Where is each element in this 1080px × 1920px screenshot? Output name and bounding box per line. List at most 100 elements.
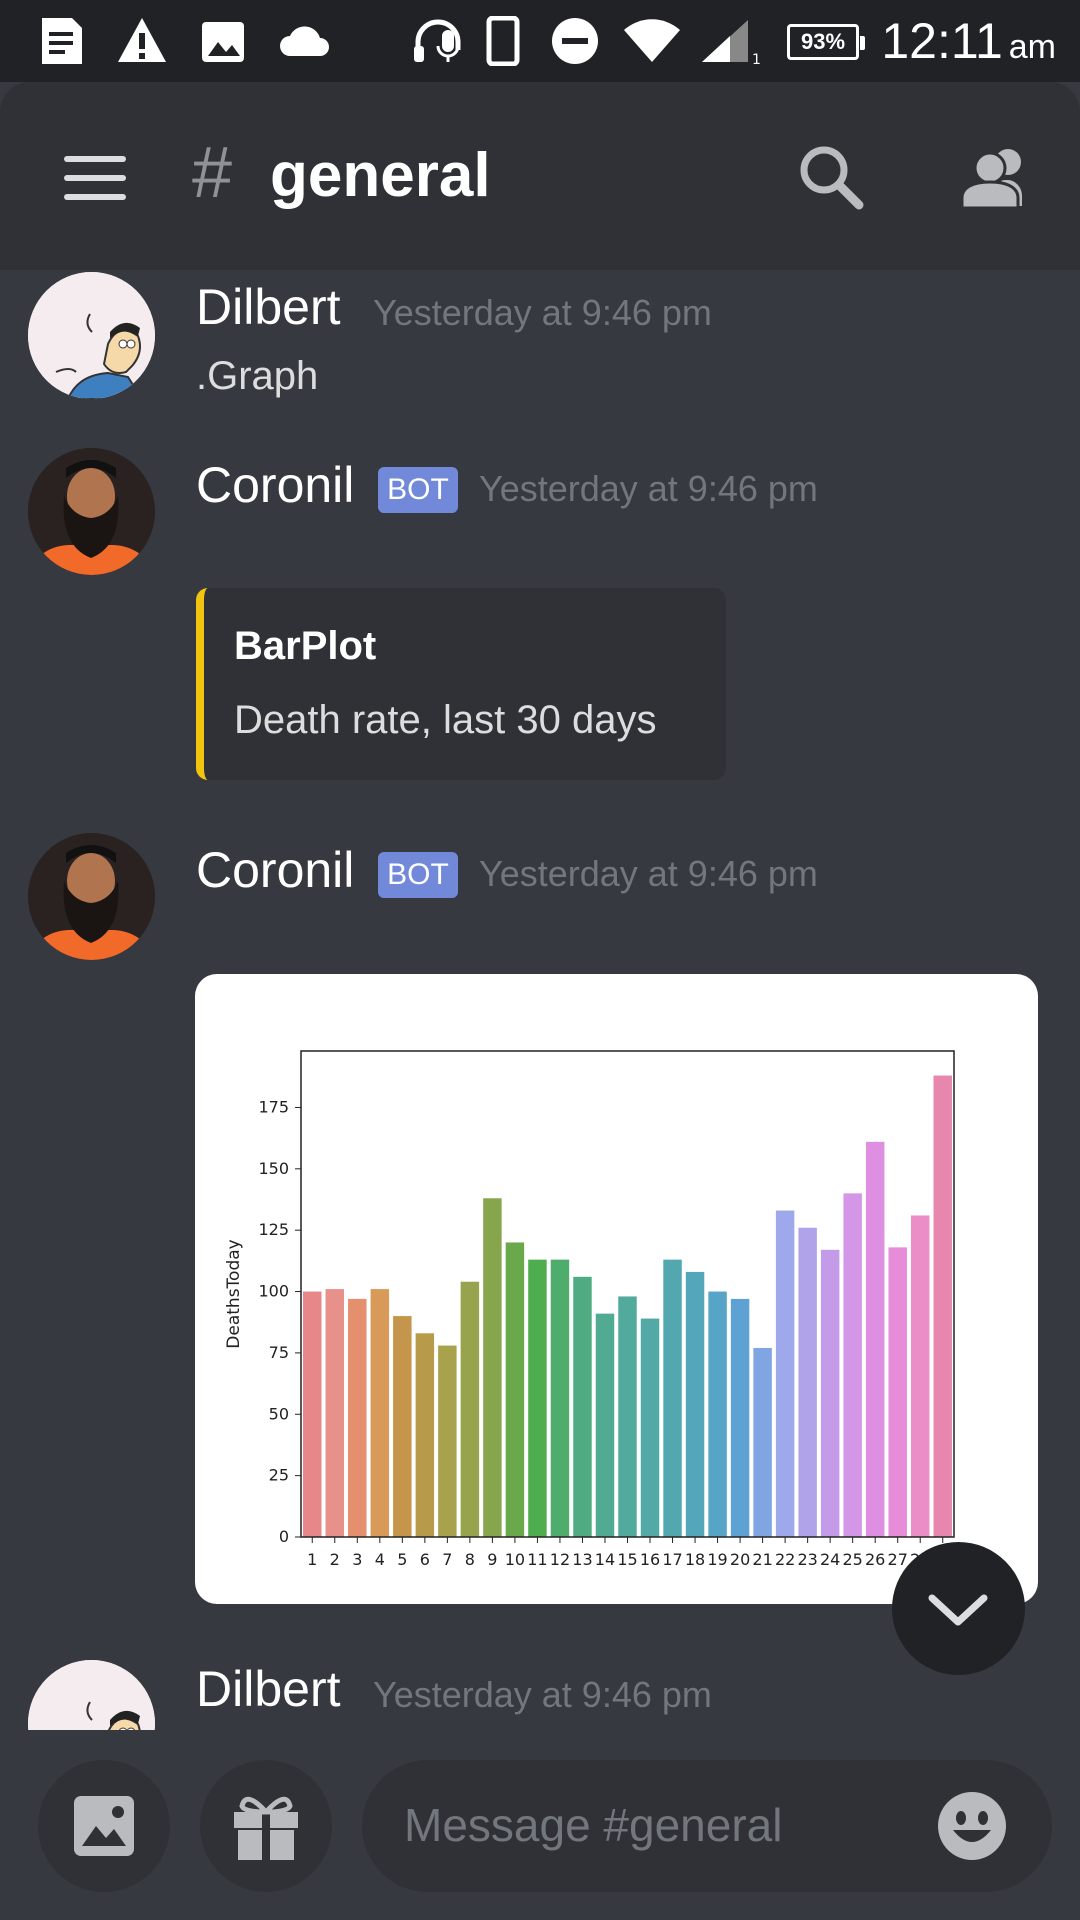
x-tick-label: 15 (617, 1550, 637, 1569)
bot-badge: BOT (378, 467, 458, 513)
wifi-icon (624, 19, 680, 62)
chart-bar (910, 1215, 930, 1537)
cloud-icon (280, 26, 329, 56)
y-tick-label: 75 (269, 1343, 289, 1362)
y-tick-label: 175 (258, 1097, 289, 1116)
attached-image[interactable]: 1 2 3 4 5 6 7 8 9 10 11 12 13 14 15 16 17 18 19 20 21 22 23 24 2… (195, 974, 1038, 1604)
chart-bar (415, 1333, 435, 1537)
members-icon[interactable] (956, 136, 1040, 220)
message-text: .Graph (196, 354, 319, 398)
avatar-dilbert[interactable] (28, 1660, 155, 1730)
y-tick-label: 125 (258, 1220, 289, 1239)
emoji-icon[interactable] (936, 1790, 1008, 1862)
bar-chart: 1 2 3 4 5 6 7 8 9 10 11 12 13 14 15 16 17 18 19 20 21 22 23 24 2… (224, 1050, 955, 1569)
timestamp: Yesterday at 9:46 pm (373, 292, 712, 333)
x-tick-label: 22 (775, 1550, 795, 1569)
x-tick-label: 11 (527, 1550, 547, 1569)
y-axis-label: DeathsToday (224, 1239, 244, 1348)
menu-icon[interactable] (64, 156, 126, 200)
chart-bar (663, 1259, 682, 1537)
x-tick-label: 17 (662, 1550, 682, 1569)
image-icon (74, 1796, 134, 1856)
chart-bar (618, 1296, 637, 1537)
x-tick-label: 25 (842, 1550, 862, 1569)
x-tick-label: 14 (595, 1550, 615, 1569)
x-tick-label: 9 (487, 1550, 497, 1569)
y-tick-label: 150 (258, 1159, 289, 1178)
chart-bar (888, 1247, 907, 1537)
clock: 12:11 am (881, 12, 1056, 70)
avatar-dilbert[interactable] (28, 272, 155, 399)
jump-to-present-button[interactable] (892, 1542, 1025, 1675)
chart-bar (753, 1348, 772, 1537)
phone-icon (486, 16, 520, 66)
chart-bar (685, 1271, 705, 1537)
avatar-coronil[interactable] (28, 833, 155, 960)
channel-header: # general (0, 82, 1080, 270)
timestamp: Yesterday at 9:46 pm (479, 853, 818, 894)
gift-button[interactable] (200, 1760, 332, 1892)
chart-bar (550, 1259, 570, 1537)
clock-ampm: am (1008, 28, 1056, 66)
timestamp: Yesterday at 9:46 pm (479, 468, 818, 509)
y-tick-label: 50 (269, 1404, 289, 1423)
x-tick-label: 7 (442, 1550, 452, 1569)
chart-bar (573, 1276, 592, 1537)
author-name[interactable]: Dilbert (196, 1661, 341, 1717)
chart-bar (708, 1291, 727, 1537)
author-name[interactable]: Dilbert (196, 279, 341, 335)
avatar-coronil[interactable] (28, 448, 155, 575)
x-tick-label: 24 (820, 1550, 840, 1569)
attach-image-button[interactable] (38, 1760, 170, 1892)
battery-indicator: 93% (787, 24, 865, 60)
chart-bar (528, 1259, 547, 1537)
x-tick-label: 16 (640, 1550, 660, 1569)
dnd-icon (552, 18, 598, 64)
x-tick-label: 27 (888, 1550, 908, 1569)
x-tick-label: 3 (352, 1550, 362, 1569)
y-tick-label: 25 (269, 1466, 289, 1485)
chart-bar (640, 1318, 660, 1537)
search-icon[interactable] (790, 136, 874, 220)
chart-bar (370, 1289, 390, 1537)
x-tick-label: 12 (550, 1550, 570, 1569)
chart-bar (393, 1316, 412, 1537)
plot-frame (300, 1050, 955, 1538)
timestamp: Yesterday at 9:46 pm (373, 1674, 712, 1715)
author-name[interactable]: Coronil (196, 842, 355, 898)
channel-name: general (270, 141, 491, 210)
x-tick-label: 23 (797, 1550, 817, 1569)
embed-title: BarPlot (234, 624, 377, 668)
svg-text:1: 1 (752, 52, 761, 66)
headset-icon (414, 19, 461, 62)
clock-time: 12:11 (881, 13, 1003, 69)
message-input[interactable]: Message #general (362, 1760, 1052, 1892)
x-tick-label: 5 (397, 1550, 407, 1569)
x-tick-label: 18 (685, 1550, 705, 1569)
chart-bar (460, 1281, 480, 1537)
image-icon (202, 22, 244, 62)
chart-bar (595, 1313, 615, 1537)
x-tick-label: 8 (465, 1550, 475, 1569)
gift-icon (234, 1796, 298, 1860)
message: Dilbert Yesterday at 9:46 pm (0, 1660, 1080, 1730)
dilbert-cartoon-icon (28, 1660, 155, 1730)
chart-bar (843, 1193, 862, 1537)
chart-bar (505, 1242, 525, 1537)
notes-icon (42, 18, 82, 64)
chart-bar (348, 1298, 367, 1537)
bot-badge: BOT (378, 852, 458, 898)
chart-bar (820, 1249, 840, 1537)
author-name[interactable]: Coronil (196, 457, 355, 513)
embed-description: Death rate, last 30 days (234, 698, 657, 742)
coronil-portrait-icon (28, 448, 155, 575)
signal-icon: 1 (702, 20, 761, 66)
chevron-down-icon (928, 1594, 988, 1626)
message-composer: Message #general (0, 1730, 1080, 1920)
chart-bar (730, 1298, 750, 1537)
chart-bar (483, 1198, 502, 1537)
chart-bar (438, 1345, 457, 1537)
y-tick-label: 0 (279, 1527, 289, 1546)
x-tick-label: 13 (572, 1550, 592, 1569)
x-tick-label: 21 (752, 1550, 772, 1569)
